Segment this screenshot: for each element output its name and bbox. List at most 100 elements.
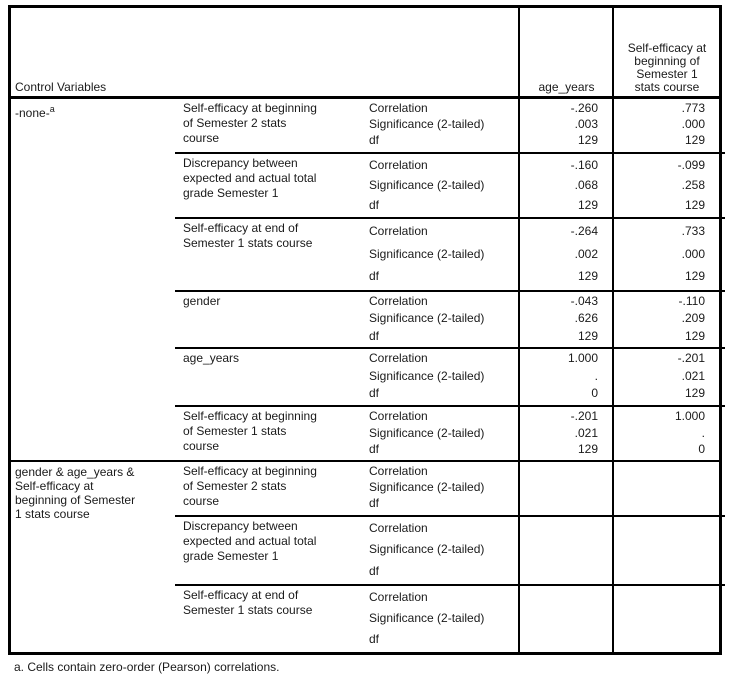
df-value: 129 [577, 269, 598, 284]
values-age-years [518, 586, 612, 652]
footnote-marker: a [49, 104, 55, 114]
significance-value: .209 [681, 311, 705, 326]
stat-label-significance: Significance (2-tailed) [369, 246, 485, 261]
values-self-efficacy [612, 517, 719, 584]
df-value: 129 [684, 198, 705, 212]
significance-value: .258 [681, 178, 705, 192]
values-self-efficacy [612, 586, 719, 652]
stat-label-significance: Significance (2-tailed) [369, 178, 485, 192]
stat-label-correlation: Correlation [369, 101, 428, 115]
values-self-efficacy: -.201 .021 129 [612, 349, 719, 405]
stat-label-df: df [369, 563, 380, 578]
correlation-value: .773 [681, 101, 705, 115]
significance-value: .021 [574, 425, 598, 440]
values-self-efficacy: .773 .000 129 [612, 99, 719, 152]
table-row: gender Correlation Significance (2-taile… [175, 290, 725, 347]
stat-label-correlation: Correlation [369, 351, 428, 365]
control-label-text: gender & age_years & Self-efficacy at be… [15, 465, 136, 521]
stat-label-df: df [369, 198, 380, 212]
correlation-value: 1.000 [674, 409, 705, 423]
correlation-value [520, 518, 598, 539]
variable-label: gender [183, 294, 221, 308]
values-self-efficacy: 1.000 . 0 [612, 407, 719, 460]
statistic-labels: Correlation Significance (2-tailed) df [365, 349, 518, 405]
stat-label-significance: Significance (2-tailed) [369, 368, 485, 383]
correlation-value [614, 518, 705, 539]
significance-value: . [594, 368, 598, 383]
stat-label-correlation: Correlation [369, 409, 428, 423]
statistic-labels: Correlation Significance (2-tailed) df [365, 219, 518, 290]
statistic-labels: Correlation Significance (2-tailed) df [365, 462, 518, 515]
df-value: 129 [684, 269, 705, 284]
group-rows: Self-efficacy at beginning of Semester 2… [175, 99, 725, 460]
values-self-efficacy: .733 .000 129 [612, 219, 719, 290]
values-age-years [518, 462, 612, 515]
significance-value [520, 608, 598, 629]
df-value [520, 495, 598, 511]
values-age-years: -.160 .068 129 [518, 154, 612, 217]
table-footnote: a. Cells contain zero-order (Pearson) co… [14, 660, 280, 674]
stat-label-df: df [369, 269, 380, 284]
partial-correlations-table: Control Variables age_years Self-efficac… [8, 5, 725, 655]
statistic-labels: Correlation Significance (2-tailed) df [365, 292, 518, 347]
group-rows: Self-efficacy at beginning of Semester 2… [175, 462, 725, 652]
correlation-value: -.160 [570, 158, 598, 172]
significance-value: .626 [574, 311, 598, 326]
table-row: Discrepancy between expected and actual … [175, 152, 725, 217]
correlation-value: -.201 [677, 351, 705, 365]
correlation-value: -.110 [678, 294, 705, 308]
df-value: 129 [577, 198, 598, 212]
df-value [614, 629, 705, 650]
df-value: 129 [577, 442, 598, 457]
statistic-labels: Correlation Significance (2-tailed) df [365, 586, 518, 652]
stat-label-significance: Significance (2-tailed) [369, 311, 485, 326]
stat-label-df: df [369, 442, 380, 457]
stat-label-correlation: Correlation [369, 158, 428, 172]
df-value: 129 [684, 386, 705, 401]
correlation-value: -.260 [570, 101, 598, 115]
table-row: Self-efficacy at end of Semester 1 stats… [175, 584, 725, 652]
control-group-combined: gender & age_years & Self-efficacy at be… [11, 460, 725, 652]
df-value [520, 561, 598, 582]
table-row: Self-efficacy at end of Semester 1 stats… [175, 217, 725, 290]
stat-label-df: df [369, 496, 380, 510]
significance-value: .068 [574, 178, 598, 192]
values-age-years: -.043 .626 129 [518, 292, 612, 347]
statistic-labels: Correlation Significance (2-tailed) df [365, 517, 518, 584]
df-value [614, 495, 705, 511]
correlation-value [520, 587, 598, 608]
correlation-value: -.043 [570, 294, 598, 308]
header-col-age-years: age_years [518, 8, 612, 96]
stat-label-significance: Significance (2-tailed) [369, 425, 485, 440]
values-age-years: -.260 .003 129 [518, 99, 612, 152]
correlation-value [520, 463, 598, 479]
stat-label-correlation: Correlation [369, 464, 428, 478]
stat-label-significance: Significance (2-tailed) [369, 117, 485, 131]
table-row: Discrepancy between expected and actual … [175, 515, 725, 584]
header-control-variables: Control Variables [15, 80, 107, 94]
significance-value [520, 539, 598, 560]
stat-label-df: df [369, 632, 380, 646]
stat-label-df: df [369, 328, 380, 343]
correlation-value [614, 587, 705, 608]
significance-value: .002 [574, 246, 598, 261]
variable-label: age_years [183, 351, 240, 365]
variable-label: Self-efficacy at beginning of Semester 2… [183, 101, 317, 145]
df-value [520, 629, 598, 650]
significance-value: .000 [681, 246, 705, 261]
stat-label-correlation: Correlation [369, 590, 428, 604]
statistic-labels: Correlation Significance (2-tailed) df [365, 407, 518, 460]
table-row: Self-efficacy at beginning of Semester 2… [175, 99, 725, 152]
df-value: 0 [698, 442, 705, 457]
df-value: 129 [577, 328, 598, 343]
values-age-years: -.201 .021 129 [518, 407, 612, 460]
variable-label: Discrepancy between expected and actual … [183, 156, 317, 200]
variable-label: Self-efficacy at beginning of Semester 2… [183, 464, 317, 508]
values-age-years: 1.000 . 0 [518, 349, 612, 405]
values-self-efficacy: -.099 .258 129 [612, 154, 719, 217]
significance-value: . [701, 425, 705, 440]
significance-value: .021 [681, 368, 705, 383]
values-age-years: -.264 .002 129 [518, 219, 612, 290]
stat-label-significance: Significance (2-tailed) [369, 611, 485, 625]
table-header-row: Control Variables age_years Self-efficac… [11, 8, 719, 99]
